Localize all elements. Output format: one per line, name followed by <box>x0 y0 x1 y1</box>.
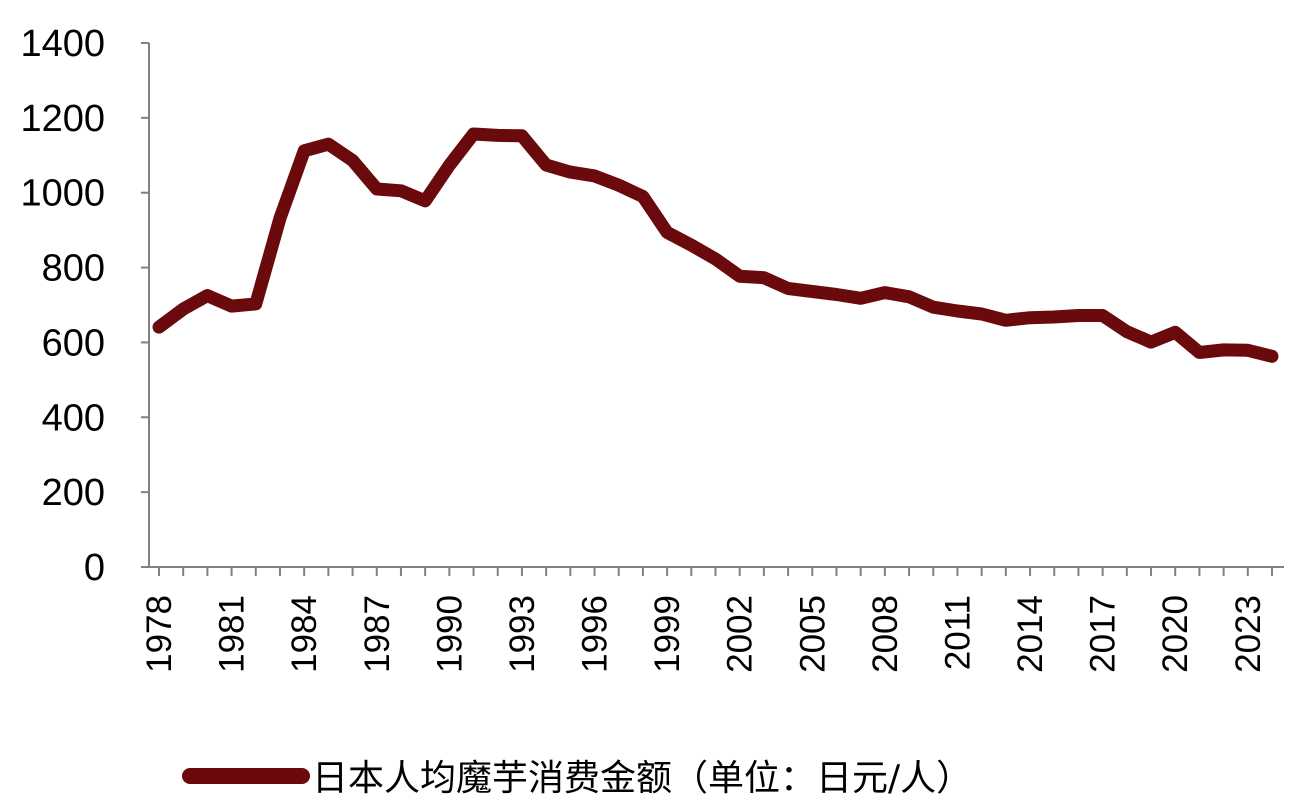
x-axis: 1978 1981 1984 1987 1990 1993 1996 1999 2002 2005… <box>140 566 1284 673</box>
data-point <box>1053 315 1056 318</box>
y-tick-label: 1400 <box>20 23 105 65</box>
y-tick-label: 1200 <box>20 98 105 140</box>
data-point <box>641 195 644 198</box>
data-point <box>714 257 717 260</box>
x-tick-label: 1990 <box>430 595 469 673</box>
x-tick-label: 2014 <box>1011 595 1050 673</box>
data-point <box>666 231 669 234</box>
data-point <box>206 294 209 297</box>
data-point <box>617 184 620 187</box>
data-point <box>303 149 306 152</box>
y-tick-label: 200 <box>42 472 105 514</box>
data-point <box>1150 341 1153 344</box>
legend: 日本人均魔芋消费金额（单位：日元/人） <box>182 758 972 799</box>
x-tick-label: 2005 <box>793 595 832 673</box>
data-point <box>1246 349 1249 352</box>
data-point <box>956 309 959 312</box>
y-tick-label: 800 <box>42 248 105 290</box>
data-point <box>811 290 814 293</box>
x-tick-label: 2020 <box>1156 595 1195 673</box>
data-point <box>835 293 838 296</box>
x-tick-label: 1978 <box>140 595 179 673</box>
y-tick-label: 0 <box>84 547 105 589</box>
data-point <box>762 276 765 279</box>
y-tick-label: 1000 <box>20 173 105 215</box>
data-point <box>424 199 427 202</box>
series-line <box>152 127 1279 363</box>
x-tick-label: 1999 <box>648 595 687 673</box>
legend-label: 日本人均魔芋消费金额（单位：日元/人） <box>312 758 972 799</box>
data-point <box>1029 316 1032 319</box>
data-point <box>1125 330 1128 333</box>
data-point <box>1222 348 1225 351</box>
data-point <box>1198 351 1201 354</box>
data-point <box>230 305 233 308</box>
data-point <box>1271 355 1273 358</box>
data-point <box>883 291 886 294</box>
x-tick-label: 2008 <box>866 595 905 673</box>
x-tick-label: 2002 <box>721 595 760 673</box>
data-point <box>932 306 935 309</box>
y-tick-label: 600 <box>42 322 105 364</box>
x-tick-label: 1981 <box>213 595 252 673</box>
data-point <box>351 159 354 162</box>
data-point <box>1077 314 1080 317</box>
data-point <box>980 312 983 315</box>
data-point <box>569 171 572 174</box>
series-layer <box>152 127 1279 363</box>
data-point <box>496 134 499 137</box>
x-tick-label: 2023 <box>1229 595 1268 673</box>
data-point <box>690 244 693 247</box>
data-point <box>1101 314 1104 317</box>
data-point <box>1174 331 1177 334</box>
data-point <box>254 302 257 305</box>
data-point <box>1004 319 1007 322</box>
x-tick-label: 2011 <box>938 595 977 670</box>
data-point <box>593 174 596 177</box>
data-point <box>158 326 160 329</box>
x-tick-label: 1984 <box>285 595 324 673</box>
data-point <box>375 187 378 190</box>
y-tick-label: 400 <box>42 397 105 439</box>
data-point <box>448 164 451 167</box>
data-point <box>472 132 475 135</box>
x-tick-label: 2017 <box>1084 595 1123 673</box>
data-point <box>520 134 523 137</box>
data-point <box>738 275 741 278</box>
data-point <box>399 189 402 192</box>
data-point <box>908 295 911 298</box>
x-tick-label: 1993 <box>503 595 542 673</box>
data-point <box>278 217 281 220</box>
data-point <box>787 287 790 290</box>
data-point <box>545 164 548 167</box>
data-point <box>182 308 185 311</box>
data-point <box>859 297 862 300</box>
x-tick-label: 1996 <box>576 595 615 673</box>
y-axis: 0 200 400 600 800 1000 1200 1400 <box>20 23 150 589</box>
data-point <box>327 143 330 146</box>
x-tick-label: 1987 <box>358 595 397 673</box>
